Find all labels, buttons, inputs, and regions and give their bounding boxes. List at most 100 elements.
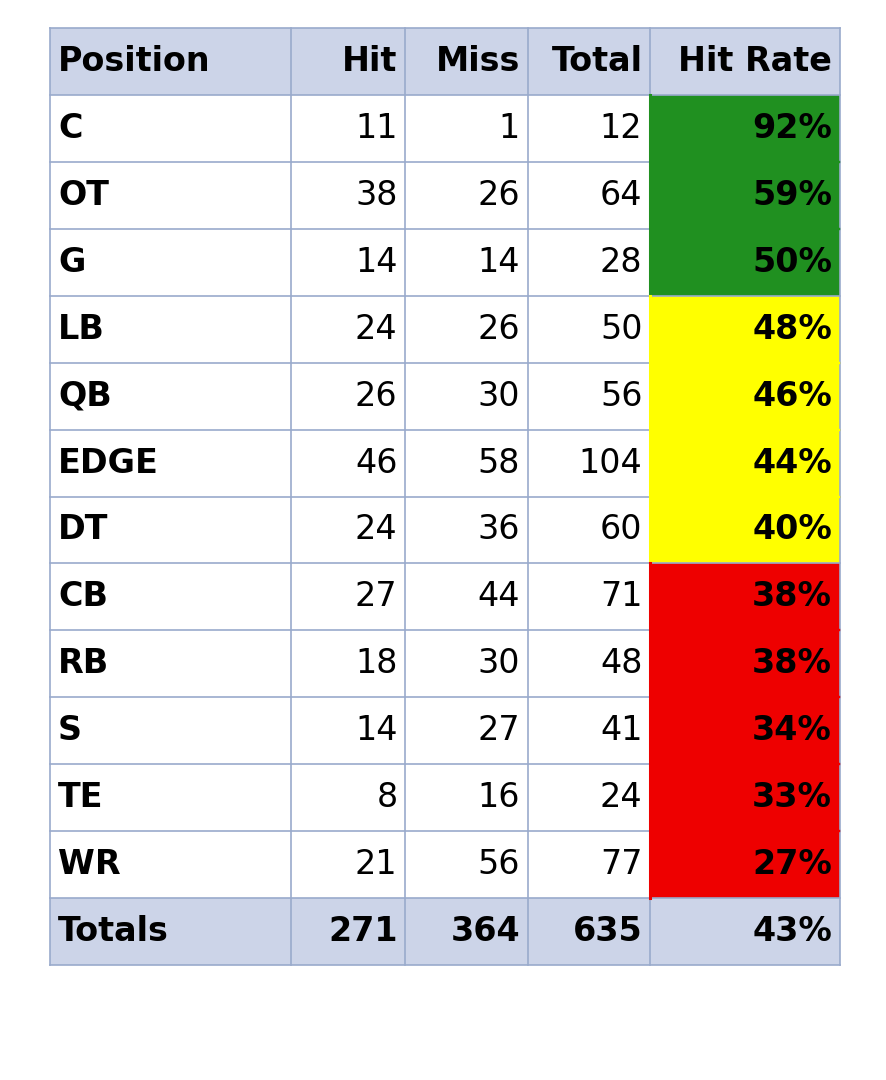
Bar <box>405 229 527 296</box>
Text: 38: 38 <box>354 179 397 212</box>
Bar <box>50 296 291 363</box>
Bar <box>50 765 291 832</box>
Bar <box>527 430 649 497</box>
Bar <box>50 497 291 564</box>
Bar <box>649 430 839 497</box>
Bar <box>527 162 649 229</box>
Bar <box>291 162 405 229</box>
Text: Hit Rate: Hit Rate <box>678 45 831 78</box>
Text: 60: 60 <box>599 513 641 546</box>
Text: 26: 26 <box>477 179 519 212</box>
Bar <box>50 229 291 296</box>
Text: 56: 56 <box>599 379 641 413</box>
Text: RB: RB <box>58 647 109 680</box>
Bar <box>649 229 839 296</box>
Text: 50: 50 <box>599 313 641 346</box>
Text: 56: 56 <box>477 848 519 881</box>
Bar <box>527 899 649 966</box>
Bar <box>527 229 649 296</box>
Text: 71: 71 <box>599 580 641 613</box>
Text: 46: 46 <box>354 446 397 480</box>
Text: Position: Position <box>58 45 210 78</box>
Bar <box>527 698 649 765</box>
Bar <box>50 430 291 497</box>
Bar <box>291 899 405 966</box>
Text: 34%: 34% <box>751 714 831 747</box>
Bar <box>50 564 291 631</box>
Bar <box>291 564 405 631</box>
Text: 11: 11 <box>354 112 397 145</box>
Text: 58: 58 <box>477 446 519 480</box>
Bar <box>50 162 291 229</box>
Bar <box>405 95 527 162</box>
Bar <box>649 363 839 430</box>
Text: 21: 21 <box>354 848 397 881</box>
Bar <box>50 698 291 765</box>
Text: 27: 27 <box>477 714 519 747</box>
Bar <box>291 631 405 698</box>
Bar <box>527 765 649 832</box>
Text: S: S <box>58 714 82 747</box>
Bar <box>405 162 527 229</box>
Text: DT: DT <box>58 513 108 546</box>
Text: 46%: 46% <box>751 379 831 413</box>
Bar <box>405 765 527 832</box>
Text: 26: 26 <box>354 379 397 413</box>
Bar <box>405 631 527 698</box>
Text: 38%: 38% <box>751 647 831 680</box>
Text: WR: WR <box>58 848 120 881</box>
Bar <box>50 631 291 698</box>
Text: Miss: Miss <box>435 45 519 78</box>
Text: 30: 30 <box>477 647 519 680</box>
Text: 364: 364 <box>450 915 519 948</box>
Bar <box>405 564 527 631</box>
Text: 28: 28 <box>599 246 641 279</box>
Bar <box>649 899 839 966</box>
Text: 40%: 40% <box>751 513 831 546</box>
Bar <box>649 631 839 698</box>
Text: 92%: 92% <box>751 112 831 145</box>
Bar <box>405 28 527 95</box>
Text: EDGE: EDGE <box>58 446 159 480</box>
Bar <box>291 497 405 564</box>
Bar <box>527 363 649 430</box>
Text: 16: 16 <box>477 781 519 814</box>
Text: 24: 24 <box>354 513 397 546</box>
Text: 41: 41 <box>599 714 641 747</box>
Bar <box>291 765 405 832</box>
Text: QB: QB <box>58 379 112 413</box>
Bar <box>649 28 839 95</box>
Bar <box>527 631 649 698</box>
Bar <box>405 899 527 966</box>
Bar <box>527 95 649 162</box>
Bar <box>527 497 649 564</box>
Text: 59%: 59% <box>751 179 831 212</box>
Bar <box>50 95 291 162</box>
Bar <box>291 430 405 497</box>
Text: 26: 26 <box>477 313 519 346</box>
Bar <box>649 296 839 363</box>
Text: 44%: 44% <box>751 446 831 480</box>
Bar <box>527 296 649 363</box>
Text: Hit: Hit <box>342 45 397 78</box>
Text: G: G <box>58 246 85 279</box>
Bar <box>291 296 405 363</box>
Text: 12: 12 <box>599 112 641 145</box>
Text: Total: Total <box>551 45 641 78</box>
Bar <box>405 698 527 765</box>
Text: 27: 27 <box>354 580 397 613</box>
Bar <box>291 229 405 296</box>
Text: 48: 48 <box>599 647 641 680</box>
Text: 1: 1 <box>498 112 519 145</box>
Text: 77: 77 <box>599 848 641 881</box>
Bar <box>291 95 405 162</box>
Text: CB: CB <box>58 580 108 613</box>
Bar <box>649 765 839 832</box>
Text: 14: 14 <box>354 714 397 747</box>
Bar <box>649 698 839 765</box>
Bar <box>291 698 405 765</box>
Bar <box>291 28 405 95</box>
Text: 44: 44 <box>477 580 519 613</box>
Bar <box>50 28 291 95</box>
Text: 43%: 43% <box>751 915 831 948</box>
